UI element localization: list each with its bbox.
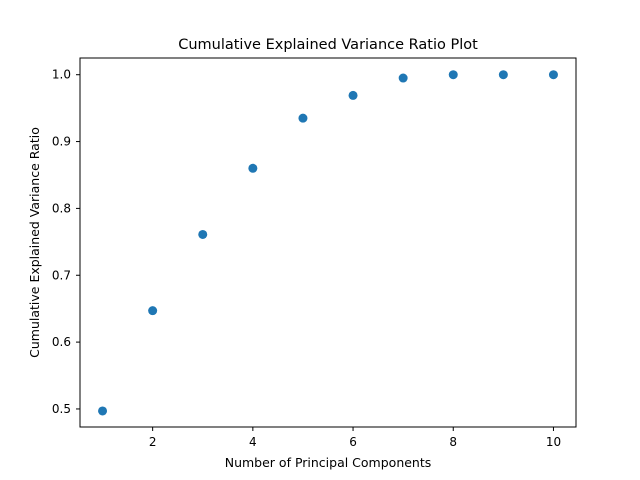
y-tick-label: 0.5 [52,402,71,416]
data-point [198,229,208,239]
y-tick-label: 0.6 [52,335,71,349]
data-point [148,306,158,316]
data-point [248,163,258,173]
x-tick-label: 8 [449,435,457,449]
y-tick-label: 0.8 [52,201,71,215]
x-tick-label: 4 [249,435,257,449]
x-tick-label: 6 [349,435,357,449]
data-point [98,406,108,416]
y-axis-label: Cumulative Explained Variance Ratio [27,127,42,358]
y-tick-label: 1.0 [52,68,71,82]
chart-title: Cumulative Explained Variance Ratio Plot [178,37,478,53]
data-point [448,70,458,80]
x-tick-label: 2 [149,435,157,449]
data-point [498,70,508,80]
plot-frame [79,57,577,428]
y-axis-ticks: 0.5 0.6 0.7 0.8 0.9 1.0 [52,68,80,416]
plot-background [80,58,576,427]
data-point [348,90,358,100]
data-point [398,73,408,83]
x-axis-label: Number of Principal Components [225,455,432,470]
data-points [98,70,558,416]
plot-area [79,57,577,428]
x-axis-ticks: 2 4 6 8 10 [149,427,561,449]
x-tick-label: 10 [546,435,561,449]
y-tick-label: 0.7 [52,268,71,282]
data-point [298,113,308,123]
y-tick-label: 0.9 [52,135,71,149]
data-point [548,70,558,80]
